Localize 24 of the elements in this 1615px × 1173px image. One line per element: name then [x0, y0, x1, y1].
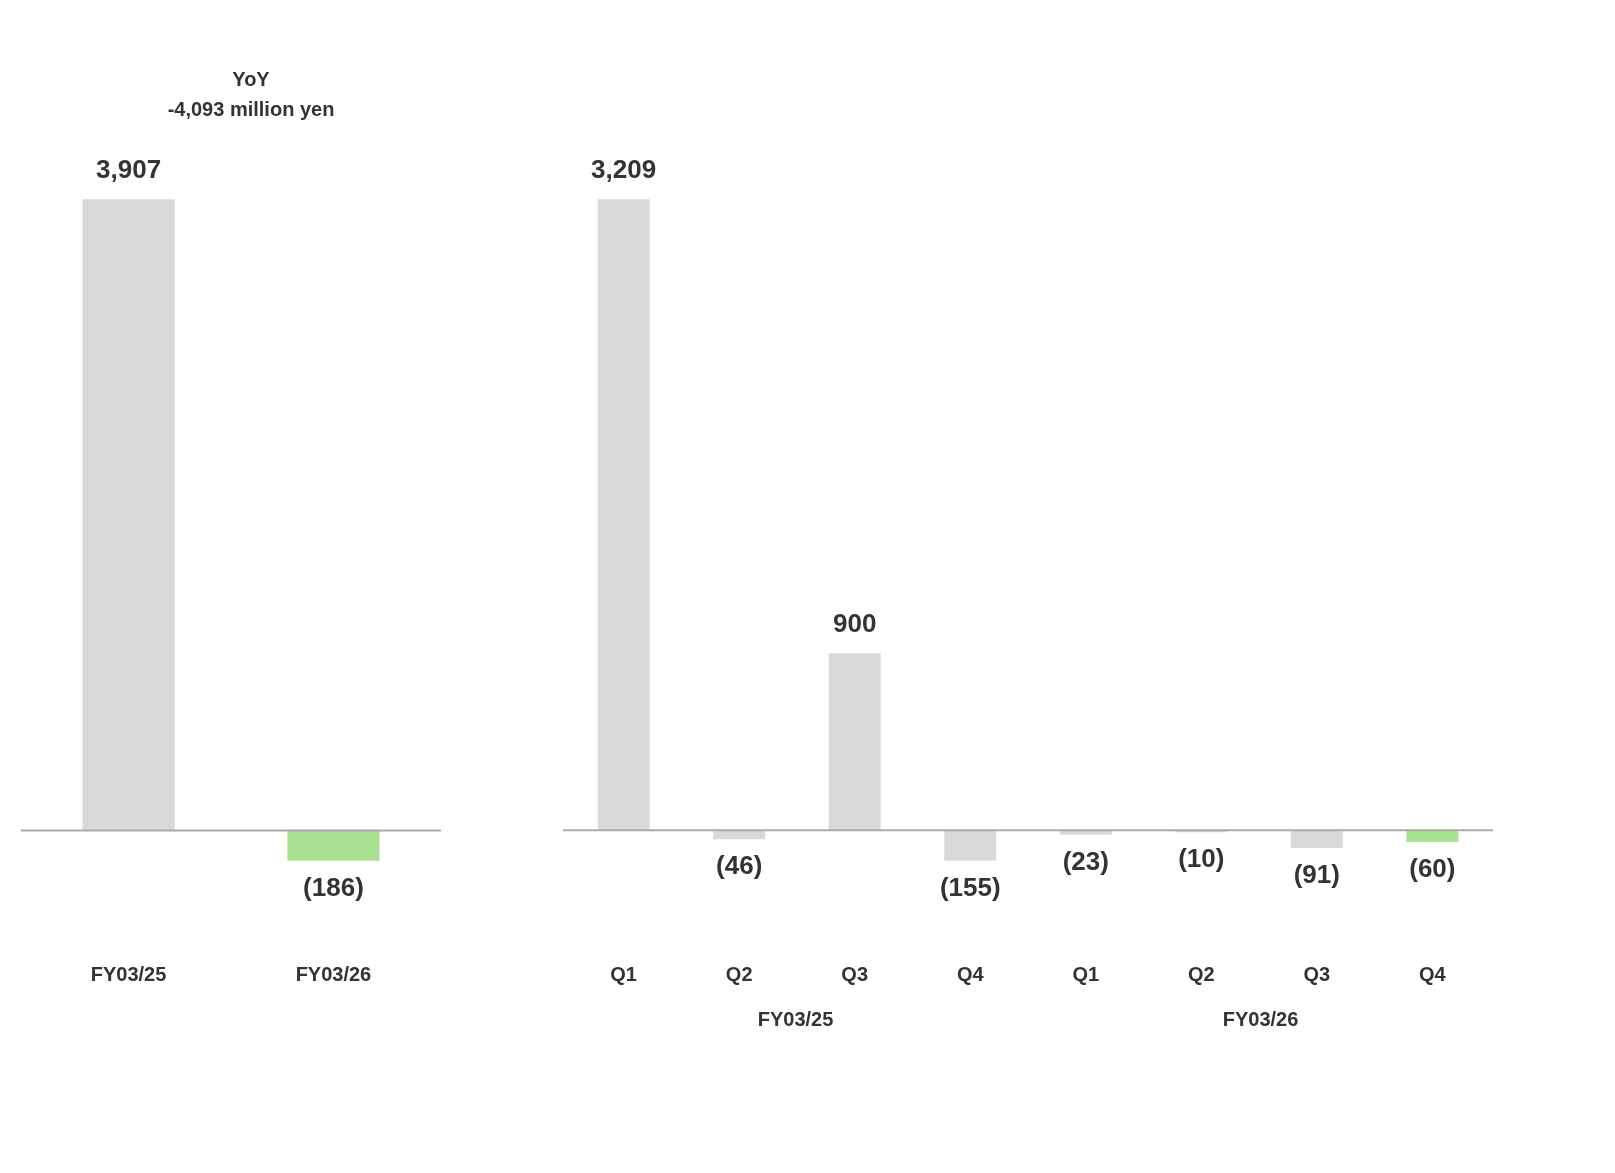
x-tick-label: FY03/25 [90, 962, 167, 985]
data-label: (60) [1409, 852, 1456, 883]
x-tick-label: Q3 [841, 962, 869, 985]
data-label: (10) [1178, 843, 1225, 874]
data-label: (91) [1293, 859, 1340, 890]
x-tick-label: Q4 [956, 962, 985, 985]
x-tick-label: Q1 [610, 962, 637, 985]
x-tick-label: Q1 [1072, 962, 1100, 985]
x-tick-label: Q2 [1187, 962, 1215, 985]
x-tick-label: Q2 [725, 962, 753, 985]
data-label: 3,209 [591, 154, 657, 185]
data-label: (186) [303, 871, 364, 902]
data-label: (46) [716, 850, 763, 881]
text: -4,093 million yen [167, 98, 335, 120]
x-tick-label: Q3 [1303, 962, 1331, 985]
text: YoY [232, 68, 271, 90]
data-label: (23) [1062, 845, 1109, 876]
text: FY03/26 [1222, 1008, 1299, 1030]
data-label: 3,907 [96, 154, 162, 185]
x-tick-label: Q4 [1419, 962, 1447, 985]
x-tick-label: FY03/26 [295, 962, 372, 985]
data-label: 900 [833, 608, 877, 639]
text: FY03/25 [757, 1008, 834, 1030]
data-label: (155) [939, 871, 1001, 902]
